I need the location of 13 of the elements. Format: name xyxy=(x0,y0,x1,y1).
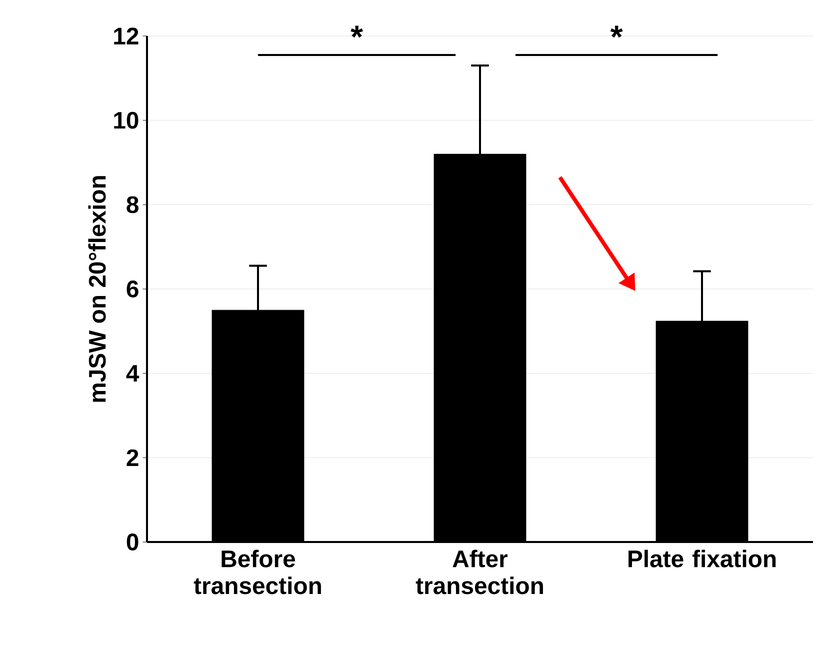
x-tick-label: After transection xyxy=(416,550,543,594)
x-tick-label: Plate fixation xyxy=(628,550,776,568)
y-tick-label: 12 xyxy=(114,28,138,44)
y-tick-label: 4 xyxy=(126,365,140,382)
y-tick-label: 10 xyxy=(114,112,138,129)
y-tick-label: 2 xyxy=(126,449,138,466)
annotation: * xyxy=(350,26,363,38)
y-tick-label: 6 xyxy=(126,280,138,298)
annotation: * xyxy=(610,26,623,38)
x-tick-label: Before transection xyxy=(194,550,321,594)
y-tick-label: 8 xyxy=(126,196,138,214)
y-axis-title: mJSW on 20°flexion xyxy=(88,176,106,402)
y-tick-label: 0 xyxy=(126,534,138,550)
